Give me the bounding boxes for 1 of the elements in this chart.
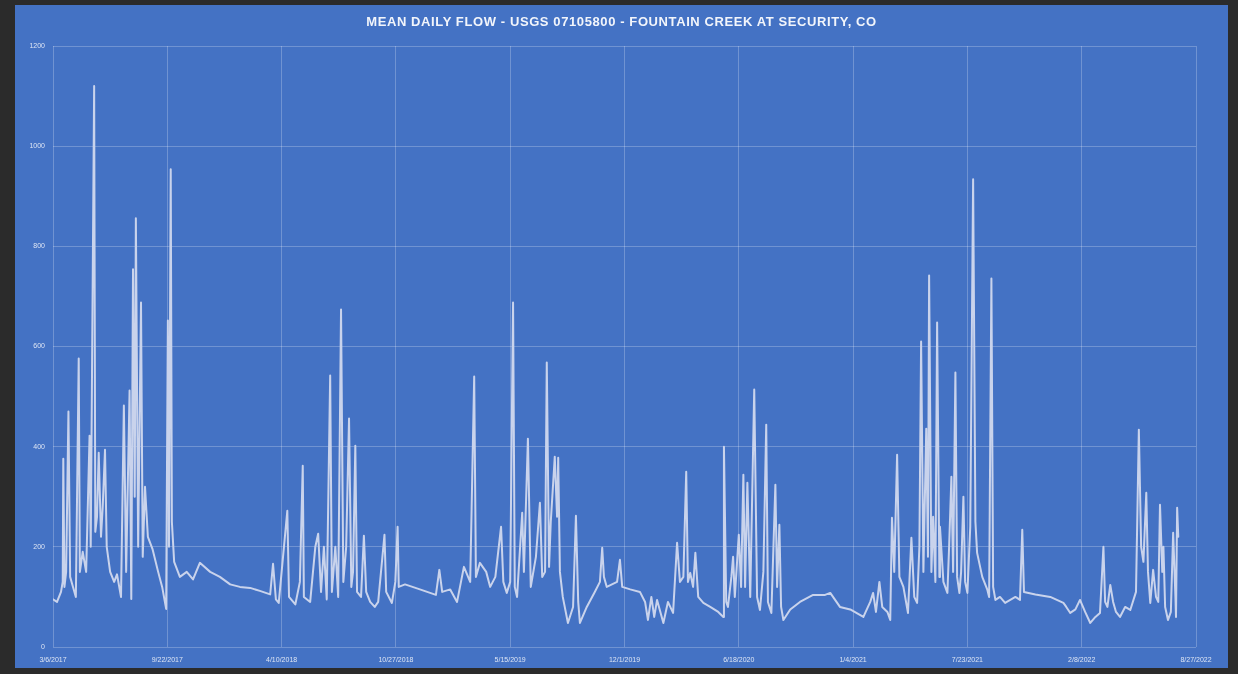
chart-title: MEAN DAILY FLOW - USGS 07105800 - FOUNTAIN CREEK AT SECURITY, CO bbox=[365, 14, 878, 29]
